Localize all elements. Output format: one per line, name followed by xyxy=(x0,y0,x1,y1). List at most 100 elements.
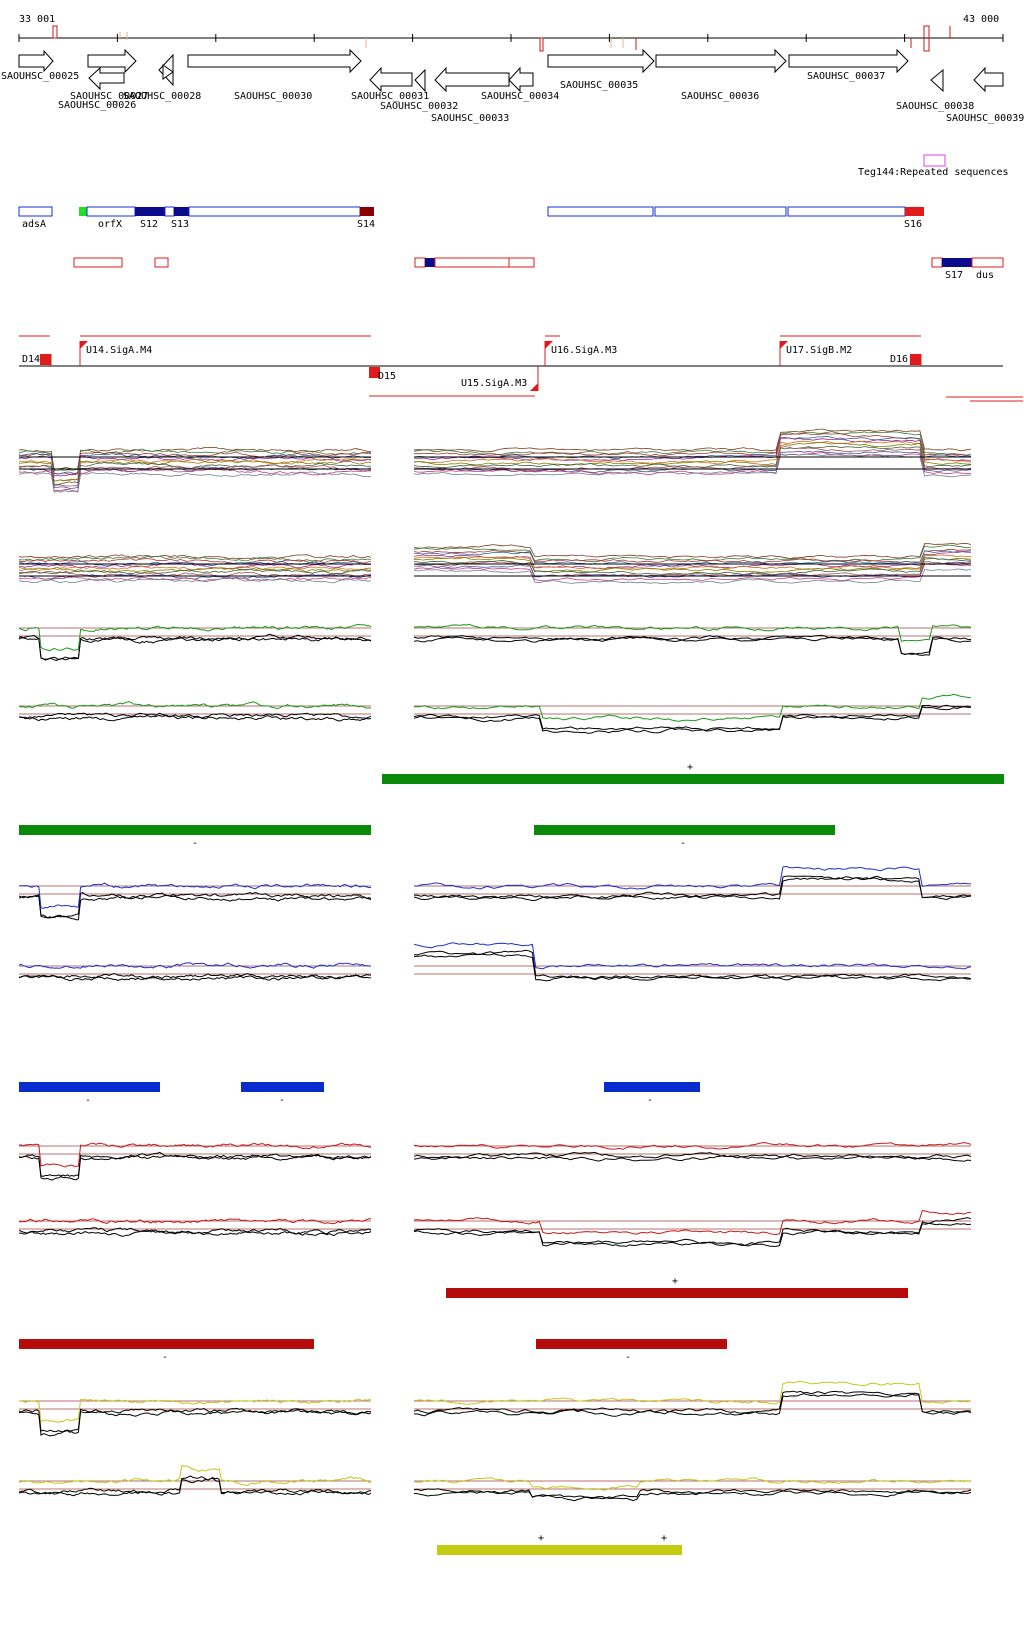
expression-trace xyxy=(413,428,972,453)
segment-s17[interactable]: S17 xyxy=(942,258,972,281)
strand-label: + xyxy=(672,1276,678,1287)
gene-saouhsc-00037[interactable]: SAOUHSC_00037 xyxy=(788,48,909,82)
expression-trace xyxy=(413,1390,972,1415)
svg-text:D14: D14 xyxy=(22,354,40,365)
svg-text:SAOUHSC_00038: SAOUHSC_00038 xyxy=(896,101,974,112)
segment-s12[interactable]: S12 xyxy=(135,207,165,230)
expression-trace xyxy=(18,962,372,969)
strand-label: - xyxy=(162,1352,168,1363)
segment-s13[interactable]: S13 xyxy=(171,207,189,230)
segment-block xyxy=(931,257,943,268)
gene-saouhsc-00030[interactable]: SAOUHSC_00030 xyxy=(187,48,362,102)
gene-saouhsc-00039[interactable]: SAOUHSC_00039 xyxy=(946,66,1024,124)
strand-label: - xyxy=(625,1352,631,1363)
expression-pair-trace-group xyxy=(413,1477,972,1502)
blue-condition-bar[interactable] xyxy=(241,1082,324,1092)
yellow-condition-bar[interactable] xyxy=(437,1545,682,1555)
ruler-start-label: 33 001 xyxy=(19,14,55,25)
expression-trace xyxy=(18,471,372,493)
gene-saouhsc-00034[interactable]: SAOUHSC_00034 xyxy=(481,66,559,102)
segment-block xyxy=(164,206,175,217)
expression-trace xyxy=(413,1154,972,1162)
segment-block xyxy=(434,257,510,268)
expression-trace xyxy=(18,623,372,652)
expression-pair-trace-group xyxy=(18,1218,372,1237)
tu-u14[interactable]: U14.SigA.M4 xyxy=(79,341,152,366)
segment-dus[interactable]: dus xyxy=(971,257,1004,281)
svg-text:SAOUHSC_00031: SAOUHSC_00031 xyxy=(351,91,429,102)
svg-text:SAOUHSC_00025: SAOUHSC_00025 xyxy=(1,71,79,82)
expression-pair-trace-group xyxy=(413,865,972,902)
gene-saouhsc-00033[interactable]: SAOUHSC_00033 xyxy=(431,66,510,124)
expression-trace xyxy=(18,1409,372,1437)
gene-saouhsc-00036[interactable]: SAOUHSC_00036 xyxy=(655,48,787,102)
segment-green-marker xyxy=(79,207,87,216)
expression-trace xyxy=(18,568,372,575)
green-condition-bar[interactable] xyxy=(382,774,1004,784)
gene-saouhsc-00038[interactable]: SAOUHSC_00038 xyxy=(896,68,974,112)
expression-trace xyxy=(413,704,972,731)
red-condition-bar[interactable] xyxy=(536,1339,727,1349)
svg-text:adsA: adsA xyxy=(22,219,46,230)
gene-saouhsc-00025[interactable]: SAOUHSC_00025 xyxy=(1,49,79,82)
expression-trace xyxy=(18,1218,372,1225)
expression-trace xyxy=(413,1392,972,1417)
gene-saouhsc-00031[interactable]: SAOUHSC_00031 xyxy=(351,66,429,102)
blue-condition-bar[interactable] xyxy=(19,1082,160,1092)
expression-multi-trace-group xyxy=(18,554,372,584)
gene-saouhsc-00028[interactable]: SAOUHSC_00028 xyxy=(123,53,201,102)
expression-trace xyxy=(18,1464,372,1487)
green-condition-bar[interactable] xyxy=(534,825,835,835)
transcription-unit-track: D14 U14.SigA.M4 D15 U15.SigA.M3 U16.SigA… xyxy=(19,335,1023,402)
green-condition-bar[interactable] xyxy=(19,825,371,835)
repeated-sequence-feature[interactable]: Teg144:Repeated sequences xyxy=(858,154,1009,178)
gene-saouhsc-00032[interactable]: SAOUHSC_00032 xyxy=(380,68,458,112)
expression-trace xyxy=(18,1153,372,1181)
tu-u15[interactable]: U15.SigA.M3 xyxy=(461,366,539,391)
expression-pair-trace-group xyxy=(413,942,972,982)
expression-trace xyxy=(413,634,972,656)
expression-trace xyxy=(18,712,372,720)
red-condition-bar[interactable] xyxy=(19,1339,314,1349)
svg-text:U16.SigA.M3: U16.SigA.M3 xyxy=(551,345,617,356)
expression-multi-trace-group xyxy=(413,542,972,585)
svg-text:SAOUHSC_00030: SAOUHSC_00030 xyxy=(234,91,312,102)
expression-trace xyxy=(413,568,972,585)
expression-trace xyxy=(413,452,972,476)
expression-trace xyxy=(18,701,372,709)
segment-adsa[interactable]: adsA xyxy=(18,206,53,230)
svg-text:SAOUHSC_00032: SAOUHSC_00032 xyxy=(380,101,458,112)
tu-d16[interactable]: D16 xyxy=(890,354,922,366)
expression-trace xyxy=(18,1475,372,1495)
expression-trace xyxy=(413,453,972,478)
segment-s16[interactable]: S16 xyxy=(904,207,924,230)
expression-trace xyxy=(413,544,972,563)
blue-condition-bar[interactable] xyxy=(604,1082,700,1092)
expression-trace xyxy=(413,554,972,570)
expression-trace xyxy=(413,623,972,642)
expression-trace xyxy=(18,567,371,573)
expression-pair-trace-group xyxy=(413,1380,972,1417)
segment-orfx[interactable]: orfX xyxy=(86,206,136,230)
tu-d14[interactable]: D14 xyxy=(22,354,52,366)
strand-label: - xyxy=(85,1095,91,1106)
expression-trace xyxy=(413,942,972,970)
svg-text:SAOUHSC_00034: SAOUHSC_00034 xyxy=(481,91,559,102)
ruler-marker xyxy=(539,37,544,52)
red-condition-bar[interactable] xyxy=(446,1288,908,1298)
expression-trace xyxy=(18,882,372,909)
gene-saouhsc-00027[interactable]: SAOUHSC_00027 xyxy=(70,66,148,102)
tu-u17[interactable]: U17.SigB.M2 xyxy=(779,341,852,366)
tu-u16[interactable]: U16.SigA.M3 xyxy=(544,341,617,366)
expression-trace xyxy=(413,1488,972,1502)
expression-trace xyxy=(18,458,372,482)
segment-s14[interactable]: S14 xyxy=(357,207,375,230)
tu-d15[interactable]: D15 xyxy=(369,367,396,382)
svg-text:SAOUHSC_00033: SAOUHSC_00033 xyxy=(431,113,509,124)
svg-text:Teg144:Repeated sequences: Teg144:Repeated sequences xyxy=(858,167,1009,178)
gene-saouhsc-00035[interactable]: SAOUHSC_00035 xyxy=(547,48,655,91)
svg-text:S17: S17 xyxy=(945,270,963,281)
expression-pair-trace-group xyxy=(18,701,372,722)
gene-saouhsc-00026[interactable]: SAOUHSC_00026 xyxy=(58,48,137,111)
segment-track-2: S17 dus xyxy=(73,257,1004,281)
